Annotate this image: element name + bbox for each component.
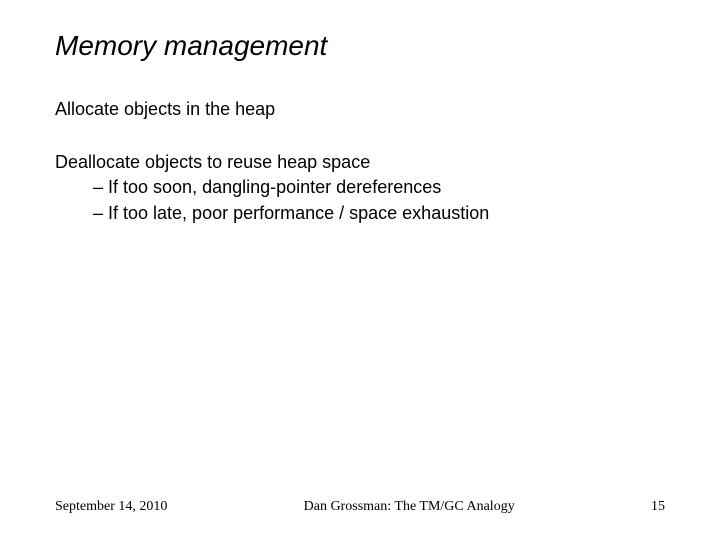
- footer-page-number: 15: [651, 499, 665, 515]
- slide-body: Allocate objects in the heap Deallocate …: [55, 97, 665, 226]
- footer-date: September 14, 2010: [55, 499, 167, 515]
- footer-center: Dan Grossman: The TM/GC Analogy: [167, 499, 651, 515]
- deallocate-bullet-2: – If too late, poor performance / space …: [55, 201, 665, 226]
- slide-footer: September 14, 2010 Dan Grossman: The TM/…: [55, 499, 665, 515]
- paragraph-allocate: Allocate objects in the heap: [55, 97, 665, 122]
- slide-title: Memory management: [55, 30, 665, 62]
- paragraph-deallocate: Deallocate objects to reuse heap space –…: [55, 150, 665, 226]
- deallocate-line: Deallocate objects to reuse heap space: [55, 150, 665, 175]
- slide-container: Memory management Allocate objects in th…: [0, 0, 720, 540]
- deallocate-bullet-1: – If too soon, dangling-pointer derefere…: [55, 175, 665, 200]
